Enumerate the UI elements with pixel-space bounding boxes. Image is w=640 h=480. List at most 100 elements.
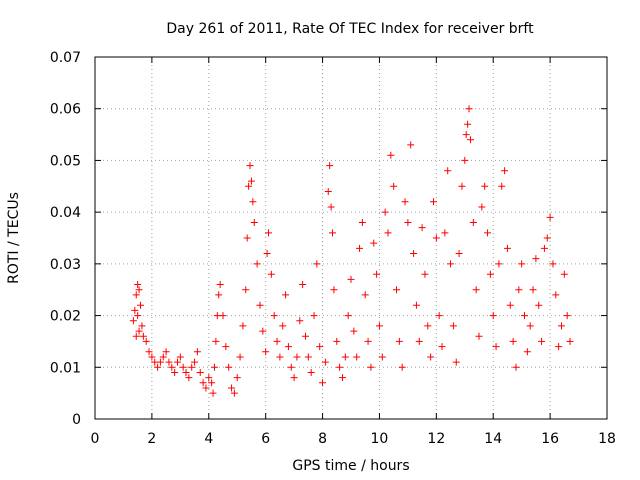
data-points xyxy=(129,105,574,397)
data-point xyxy=(196,368,204,376)
data-point xyxy=(134,281,142,289)
data-point xyxy=(390,182,398,190)
data-point xyxy=(361,291,369,299)
data-point xyxy=(498,182,506,190)
data-point xyxy=(222,343,230,351)
data-point xyxy=(156,358,164,366)
data-point xyxy=(299,281,307,289)
data-point xyxy=(262,348,270,356)
data-point xyxy=(398,363,406,371)
data-point xyxy=(310,312,318,320)
data-point xyxy=(246,162,254,170)
data-point xyxy=(327,203,335,211)
data-point xyxy=(239,322,247,330)
data-point xyxy=(347,275,355,283)
data-point xyxy=(401,198,409,206)
data-point xyxy=(301,332,309,340)
data-point xyxy=(478,203,486,211)
data-point xyxy=(560,270,568,278)
data-point xyxy=(131,306,139,314)
data-point xyxy=(159,353,167,361)
data-point xyxy=(193,348,201,356)
data-point xyxy=(370,239,378,247)
data-point xyxy=(279,322,287,330)
y-tick-label: 0.03 xyxy=(50,257,81,273)
data-point xyxy=(173,358,181,366)
data-point xyxy=(245,182,253,190)
data-point xyxy=(129,317,137,325)
data-point xyxy=(526,322,534,330)
data-point xyxy=(367,363,375,371)
data-point xyxy=(209,389,217,397)
data-point xyxy=(350,327,358,335)
data-point xyxy=(444,167,452,175)
data-point xyxy=(341,353,349,361)
data-point xyxy=(216,281,224,289)
data-point xyxy=(501,167,509,175)
data-point xyxy=(188,363,196,371)
x-tick-label: 6 xyxy=(261,431,270,447)
data-point xyxy=(455,250,463,258)
data-point xyxy=(162,348,170,356)
data-point xyxy=(465,105,473,113)
data-point xyxy=(475,332,483,340)
y-tick-label: 0.04 xyxy=(50,205,81,221)
x-tick-label: 18 xyxy=(598,431,616,447)
data-point xyxy=(145,348,153,356)
data-point xyxy=(282,291,290,299)
data-point xyxy=(135,286,143,294)
data-point xyxy=(447,260,455,268)
data-point xyxy=(307,368,315,376)
data-point xyxy=(393,286,401,294)
data-point xyxy=(427,353,435,361)
y-tick-label: 0 xyxy=(72,412,81,428)
data-point xyxy=(132,291,140,299)
data-point xyxy=(540,244,548,252)
data-point xyxy=(464,120,472,128)
data-point xyxy=(182,368,190,376)
data-point xyxy=(438,343,446,351)
data-point xyxy=(538,337,546,345)
data-point xyxy=(168,363,176,371)
data-point xyxy=(557,322,565,330)
y-tick-label: 0.07 xyxy=(50,50,81,66)
data-point xyxy=(563,312,571,320)
data-point xyxy=(512,363,520,371)
data-point xyxy=(481,182,489,190)
data-point xyxy=(435,312,443,320)
data-point xyxy=(462,131,470,139)
data-point xyxy=(319,379,327,387)
data-point xyxy=(489,312,497,320)
data-point xyxy=(137,301,145,309)
data-point xyxy=(138,322,146,330)
data-point xyxy=(236,353,244,361)
data-point xyxy=(313,260,321,268)
data-point xyxy=(364,337,372,345)
x-tick-label: 8 xyxy=(318,431,327,447)
data-point xyxy=(176,353,184,361)
x-tick-label: 14 xyxy=(484,431,502,447)
data-point xyxy=(215,291,223,299)
data-point xyxy=(208,379,216,387)
data-point xyxy=(329,229,337,237)
data-point xyxy=(344,312,352,320)
data-point xyxy=(415,337,423,345)
data-point xyxy=(358,218,366,226)
data-point xyxy=(432,234,440,242)
data-point xyxy=(228,384,236,392)
y-tick-label: 0.05 xyxy=(50,153,81,169)
data-point xyxy=(253,260,261,268)
data-point xyxy=(185,374,193,382)
data-point xyxy=(276,353,284,361)
data-point xyxy=(515,286,523,294)
data-point xyxy=(407,141,415,149)
data-point xyxy=(546,213,554,221)
data-point xyxy=(304,353,312,361)
data-point xyxy=(404,218,412,226)
data-point xyxy=(336,363,344,371)
data-point xyxy=(373,270,381,278)
data-point xyxy=(509,337,517,345)
data-point xyxy=(535,301,543,309)
data-point xyxy=(148,353,156,361)
